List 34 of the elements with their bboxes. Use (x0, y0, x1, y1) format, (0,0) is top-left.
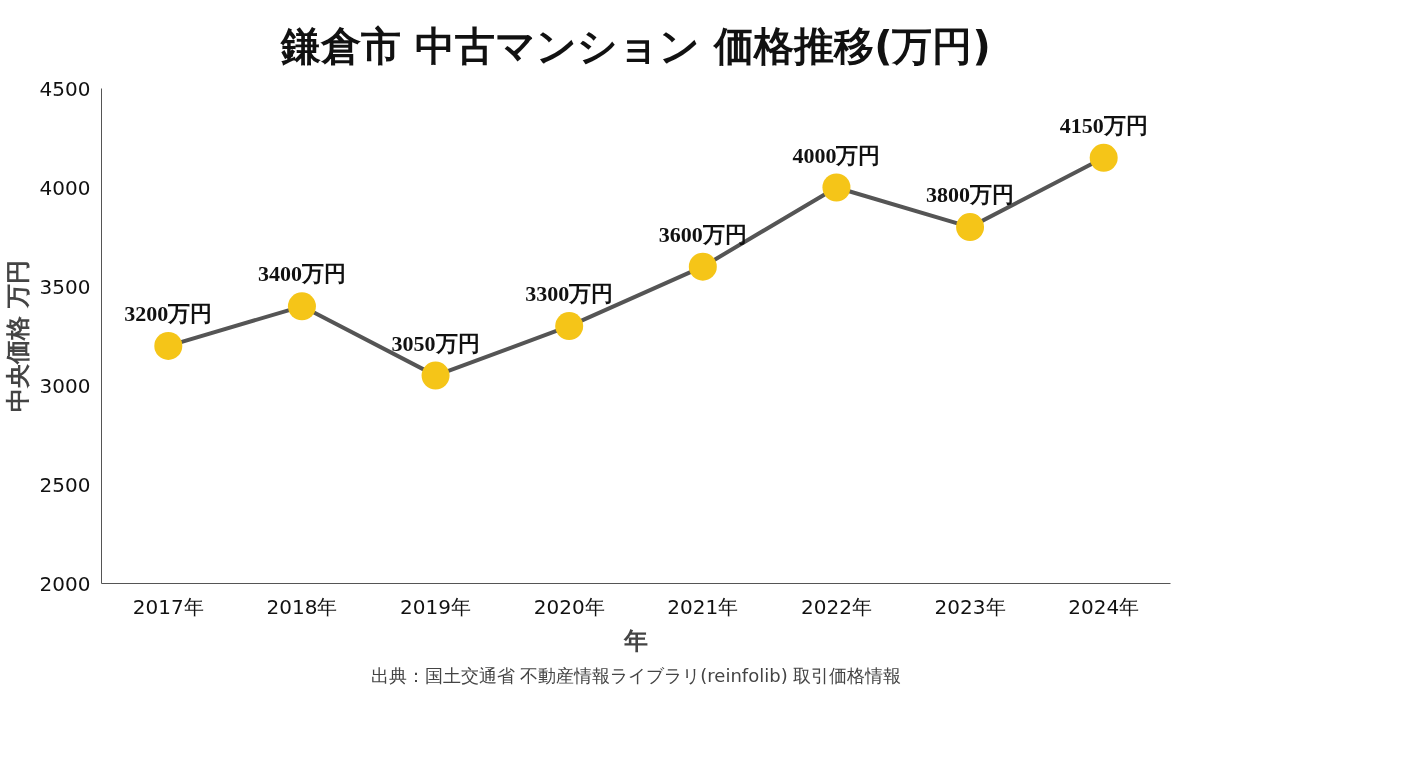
x-tick-label: 2019年 (400, 594, 472, 619)
y-axis-title: 中央価格 万円 (3, 259, 32, 413)
x-tick-label: 2018年 (266, 594, 338, 619)
x-tick-label: 2017年 (132, 594, 204, 619)
source-note: 出典：国土交通省 不動産情報ライブラリ(reinfolib) 取引価格情報 (370, 664, 902, 686)
x-axis-title: 年 (623, 626, 648, 655)
y-tick-label: 2000 (39, 571, 91, 596)
x-tick-label: 2023年 (934, 594, 1006, 619)
y-tick-label: 4500 (39, 76, 91, 101)
y-tick-label: 3500 (39, 274, 91, 299)
y-tick-label: 2500 (39, 472, 91, 497)
data-label: 3400万円 (257, 261, 346, 287)
point (555, 312, 584, 341)
x-tick-label: 2024年 (1068, 594, 1140, 619)
x-tick-label: 2022年 (800, 594, 872, 619)
point (1089, 143, 1118, 172)
data-label: 3800万円 (926, 182, 1015, 208)
x-tick-label: 2021年 (667, 594, 739, 619)
point (287, 292, 316, 321)
point (421, 361, 450, 390)
point (688, 252, 717, 281)
data-label: 3300万円 (525, 281, 614, 307)
point (822, 173, 851, 202)
data-label: 4000万円 (792, 142, 881, 168)
y-tick-label: 3000 (39, 373, 91, 398)
data-label: 4150万円 (1059, 112, 1148, 138)
data-label: 3200万円 (124, 300, 213, 326)
point (956, 213, 985, 242)
data-label: 3600万円 (658, 221, 747, 247)
y-tick-label: 4000 (39, 175, 91, 200)
chart-title: 鎌倉市 中古マンション 価格推移(万円) (280, 22, 991, 69)
point (154, 331, 183, 360)
x-tick-label: 2020年 (533, 594, 605, 619)
data-label: 3050万円 (391, 330, 480, 356)
